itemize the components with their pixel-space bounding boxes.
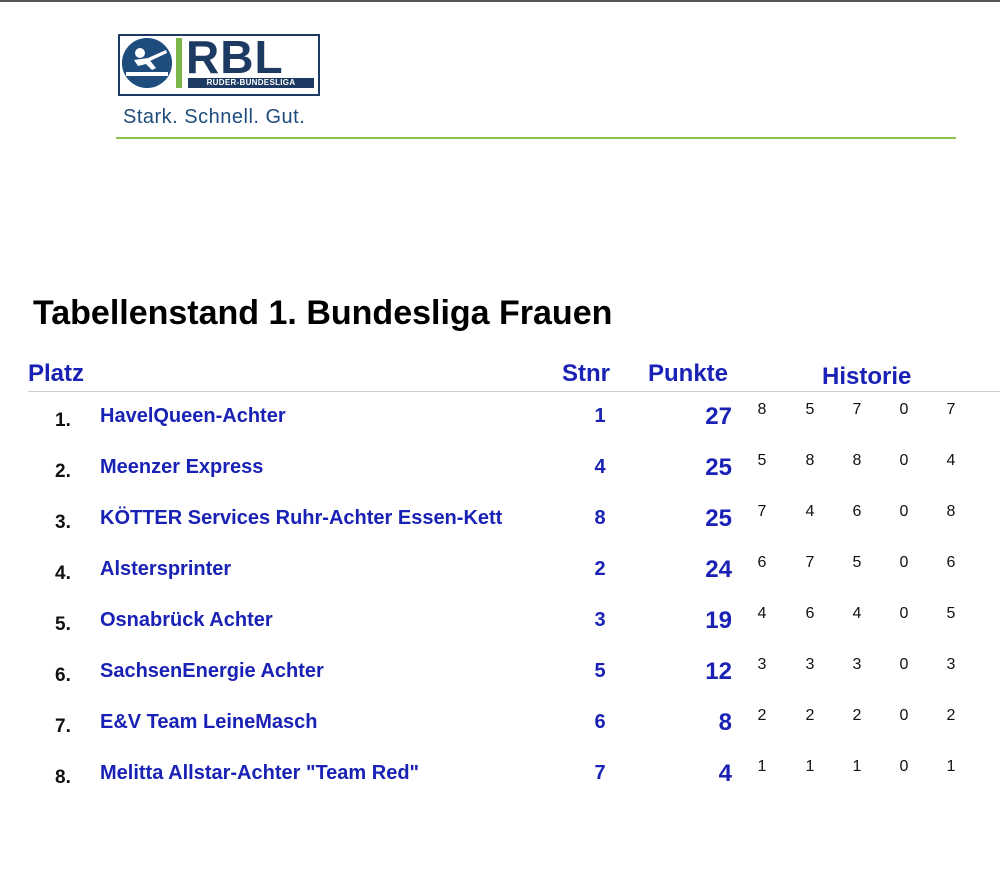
column-header-punkte: Punkte [648,360,729,387]
history-cell: 1 [805,758,815,775]
history-cell: 4 [757,605,767,622]
header-divider [116,137,956,139]
column-header-historie: Historie [822,363,912,390]
table-row: 7. E&V Team LeineMasch 6 8 2 2 2 0 2 [0,707,1000,761]
team-name-cell: Alstersprinter [100,558,232,580]
history-cell: 5 [946,605,956,622]
history-cell: 0 [899,401,909,418]
history-cell: 4 [946,452,956,469]
stnr-cell: 3 [594,609,606,631]
team-name-cell: SachsenEnergie Achter [100,660,324,682]
history-cell: 4 [805,503,815,520]
history-cell: 2 [852,707,862,724]
history-cell: 3 [805,656,815,673]
stnr-cell: 5 [594,660,606,682]
history-cell: 5 [805,401,815,418]
history-cell: 7 [852,401,862,418]
table-row: 8. Melitta Allstar-Achter "Team Red" 7 4… [0,758,1000,812]
rank-cell: 1. [55,410,71,431]
history-cell: 6 [805,605,815,622]
history-cell: 4 [852,605,862,622]
history-cell: 0 [899,452,909,469]
team-name-cell: Melitta Allstar-Achter "Team Red" [100,762,420,784]
stnr-cell: 7 [594,762,606,784]
stnr-cell: 1 [594,405,606,427]
history-cell: 8 [757,401,767,418]
history-cell: 8 [852,452,862,469]
history-cell: 3 [852,656,862,673]
punkte-cell: 4 [718,760,732,787]
rank-cell: 4. [55,563,71,584]
table-row: 3. KÖTTER Services Ruhr-Achter Essen-Ket… [0,503,1000,557]
history-cell: 8 [946,503,956,520]
stnr-cell: 4 [594,456,606,478]
column-header-platz: Platz [28,360,85,387]
team-name-cell: Osnabrück Achter [100,609,273,631]
team-name-cell: KÖTTER Services Ruhr-Achter Essen-Kett [100,507,503,529]
punkte-cell: 25 [705,505,732,532]
history-cell: 5 [852,554,862,571]
team-name-cell: E&V Team LeineMasch [100,711,318,733]
punkte-cell: 8 [718,709,732,736]
history-cell: 7 [757,503,767,520]
history-cell: 7 [805,554,815,571]
history-cell: 0 [899,554,909,571]
punkte-cell: 27 [705,403,732,430]
table-row: 5. Osnabrück Achter 3 19 4 6 4 0 5 [0,605,1000,659]
history-cell: 2 [757,707,767,724]
history-cell: 2 [805,707,815,724]
rank-cell: 8. [55,767,71,788]
top-border [0,0,1000,2]
punkte-cell: 12 [705,658,732,685]
history-cell: 6 [946,554,956,571]
history-cell: 1 [852,758,862,775]
punkte-cell: 25 [705,454,732,481]
logo-wordmark: RBL [186,31,284,83]
table-row: 1. HavelQueen-Achter 1 27 8 5 7 0 7 [0,401,1000,455]
rbl-logo: RBL RUDER-BUNDESLIGA [118,34,320,96]
history-cell: 5 [757,452,767,469]
history-cell: 8 [805,452,815,469]
rank-cell: 3. [55,512,71,533]
history-cell: 2 [946,707,956,724]
team-name-cell: HavelQueen-Achter [100,405,286,427]
history-cell: 6 [852,503,862,520]
history-cell: 3 [946,656,956,673]
slogan: Stark. Schnell. Gut. [123,106,306,128]
punkte-cell: 19 [705,607,732,634]
history-cell: 7 [946,401,956,418]
punkte-cell: 24 [705,556,732,583]
table-row: 6. SachsenEnergie Achter 5 12 3 3 3 0 3 [0,656,1000,710]
table-row: 4. Alstersprinter 2 24 6 7 5 0 6 [0,554,1000,608]
rank-cell: 6. [55,665,71,686]
column-header-stnr: Stnr [562,360,610,387]
rank-cell: 2. [55,461,71,482]
history-cell: 3 [757,656,767,673]
history-cell: 0 [899,503,909,520]
history-cell: 0 [899,758,909,775]
logo-subtitle: RUDER-BUNDESLIGA [188,78,314,88]
team-name-cell: Meenzer Express [100,456,264,478]
history-cell: 0 [899,605,909,622]
history-cell: 1 [757,758,767,775]
page-title: Tabellenstand 1. Bundesliga Frauen [33,294,613,332]
history-cell: 0 [899,707,909,724]
history-cell: 0 [899,656,909,673]
history-cell: 1 [946,758,956,775]
logo-accent-bar [176,38,182,88]
stnr-cell: 8 [594,507,606,529]
table-header-divider [28,391,1000,392]
table-row: 2. Meenzer Express 4 25 5 8 8 0 4 [0,452,1000,506]
rank-cell: 5. [55,614,71,635]
stnr-cell: 6 [594,711,606,733]
rank-cell: 7. [55,716,71,737]
history-cell: 6 [757,554,767,571]
stnr-cell: 2 [594,558,606,580]
rower-emblem-icon [122,38,172,88]
